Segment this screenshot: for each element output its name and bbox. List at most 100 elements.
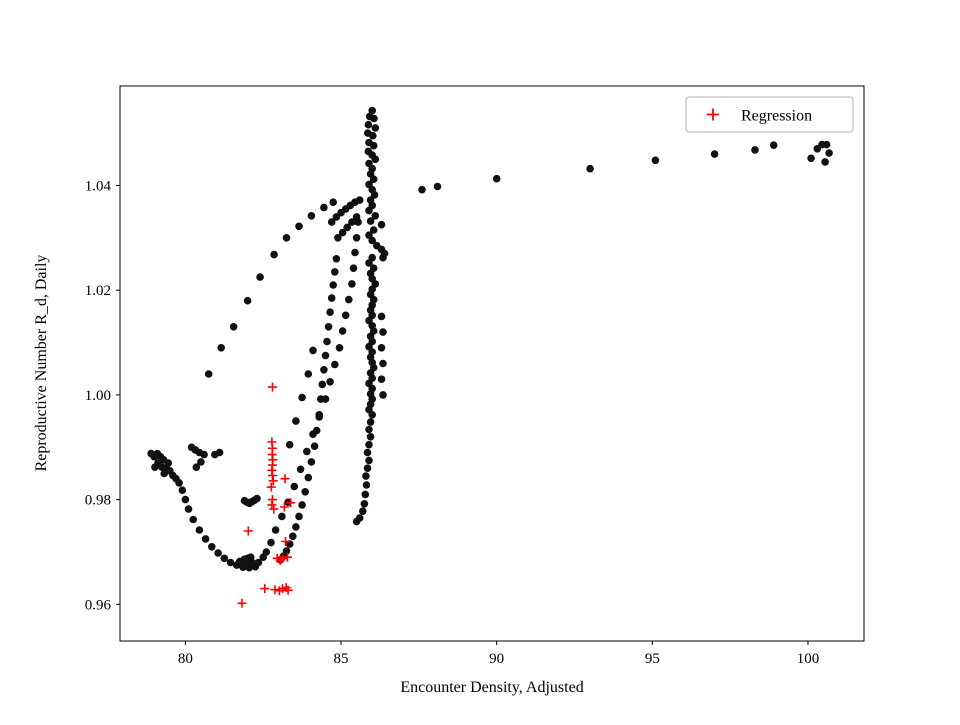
scatter-point: [267, 538, 275, 547]
scatter-point: [215, 448, 224, 457]
scatter-point: [365, 259, 373, 267]
scatter-point: [326, 308, 334, 317]
scatter-point: [379, 253, 387, 262]
scatter-point: [226, 558, 235, 567]
scatter-point: [304, 370, 313, 378]
scatter-point: [369, 131, 377, 140]
scatter-point: [229, 323, 238, 331]
scatter-point: [362, 472, 370, 480]
scatter-point: [379, 359, 387, 368]
scatter-point: [352, 517, 361, 526]
scatter-point: [821, 158, 829, 166]
x-tick-label: 90: [489, 651, 504, 667]
scatter-point: [363, 448, 372, 457]
scatter-point: [379, 391, 387, 399]
scatter-point: [192, 463, 201, 472]
scatter-point: [371, 212, 380, 220]
scatter-point: [360, 500, 369, 508]
scatter-point: [807, 154, 815, 163]
scatter-point: [326, 378, 334, 386]
scatter-point: [379, 328, 387, 336]
scatter-point: [289, 532, 297, 541]
scatter-point: [201, 535, 210, 543]
scatter-point: [309, 346, 317, 355]
scatter-point: [365, 206, 373, 215]
x-axis-ticks: 80 85 90 95 100: [178, 641, 819, 667]
scatter-point: [710, 150, 719, 158]
regression-point: [279, 502, 289, 512]
scatter-point: [298, 393, 306, 402]
scatter-point: [369, 175, 378, 183]
scatter-point: [335, 344, 344, 352]
scatter-point: [320, 366, 328, 374]
scatter-series: [147, 106, 833, 572]
y-tick-label: 1.00: [85, 388, 111, 404]
y-tick-label: 0.96: [85, 597, 112, 613]
scatter-point: [371, 124, 380, 132]
scatter-point: [345, 295, 353, 304]
scatter-point: [352, 234, 361, 242]
scatter-point: [751, 146, 759, 154]
scatter-point: [181, 495, 190, 504]
scatter-point: [354, 218, 362, 226]
x-tick-label: 85: [334, 651, 349, 667]
scatter-point: [371, 155, 380, 164]
regression-point: [266, 482, 276, 492]
regression-point: [268, 382, 277, 392]
scatter-point: [338, 228, 347, 237]
scatter-point: [320, 203, 328, 212]
scatter-point: [271, 526, 280, 534]
y-axis-ticks: 0.96 0.98 1.00 1.02 1.04: [85, 178, 120, 613]
scatter-point: [164, 459, 173, 467]
scatter-point: [769, 141, 778, 149]
y-axis-label: Reproductive Number R_d, Daily: [33, 255, 50, 472]
scatter-point: [368, 106, 377, 115]
scatter-point: [369, 226, 378, 234]
scatter-point: [365, 456, 373, 465]
scatter-point: [321, 351, 330, 360]
scatter-point: [418, 185, 426, 194]
scatter-point: [365, 440, 373, 449]
scatter-point: [262, 548, 271, 556]
legend-label: Regression: [741, 108, 812, 125]
x-tick-label: 95: [645, 651, 660, 667]
y-tick-label: 1.04: [85, 178, 112, 194]
scatter-point: [175, 479, 183, 487]
scatter-point: [368, 411, 377, 419]
scatter-point: [324, 323, 333, 331]
scatter-point: [217, 344, 225, 352]
scatter-point: [310, 442, 319, 451]
scatter-point: [331, 268, 339, 276]
scatter-point: [361, 490, 370, 499]
scatter-point: [246, 553, 255, 561]
scatter-point: [295, 222, 303, 231]
scatter-point: [323, 337, 331, 346]
legend-plus-marker-icon: [707, 108, 719, 121]
scatter-point: [256, 273, 264, 281]
scatter-point: [366, 217, 375, 225]
scatter-point: [341, 311, 350, 320]
scatter-point: [214, 549, 222, 557]
scatter-point: [348, 218, 356, 226]
scatter-point: [359, 507, 367, 515]
regression-point: [268, 476, 278, 486]
regression-point: [237, 598, 247, 608]
scatter-point: [351, 248, 359, 257]
scatter-point: [315, 411, 324, 419]
regression-point: [283, 552, 292, 562]
scatter-point: [318, 380, 327, 389]
scatter-point: [304, 473, 313, 482]
scatter-point: [285, 440, 294, 449]
scatter-point: [292, 417, 300, 425]
scatter-point: [368, 236, 377, 245]
scatter-point: [307, 212, 316, 220]
scatter-point: [369, 141, 378, 150]
scatter-point: [243, 296, 252, 305]
scatter-point: [377, 220, 386, 229]
scatter-point: [278, 512, 286, 521]
scatter-point: [253, 494, 261, 503]
scatter-point: [303, 447, 311, 456]
scatter-point: [195, 526, 204, 534]
scatter-point: [364, 120, 373, 129]
